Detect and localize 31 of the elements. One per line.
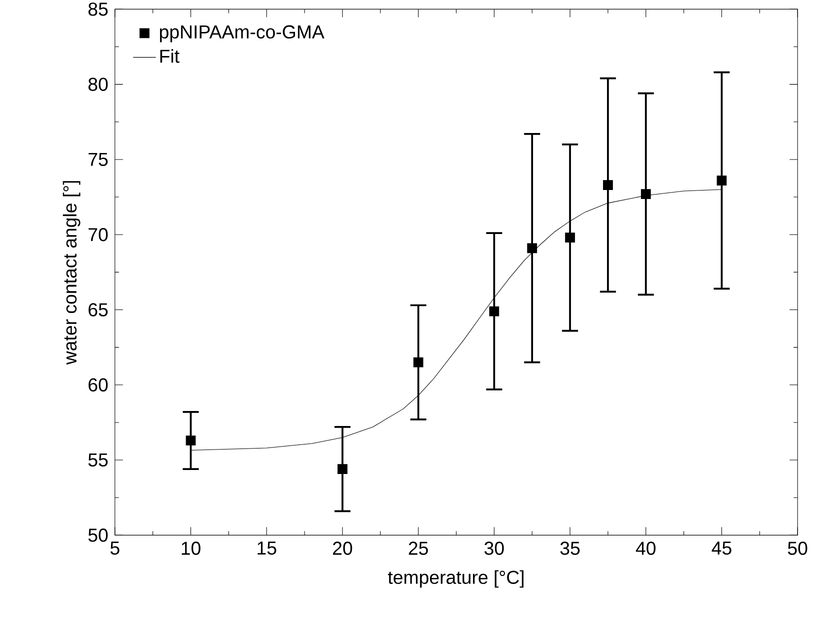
y-tick-label: 65 — [88, 303, 108, 316]
x-tick-label: 10 — [182, 542, 200, 555]
x-tick-label: 40 — [636, 542, 656, 555]
y-tick-label: 60 — [88, 378, 108, 392]
point — [413, 357, 424, 368]
y-tick-label: 70 — [88, 228, 108, 242]
point — [565, 232, 575, 243]
x-tick-label: 30 — [484, 542, 504, 555]
point — [186, 436, 196, 446]
y-tick-label: 85 — [88, 2, 108, 16]
legend-label: Fit — [160, 49, 180, 63]
x-tick-label: 35 — [560, 542, 580, 555]
point — [527, 243, 538, 254]
y-tick-label: 55 — [88, 454, 108, 467]
x-tick-label: 20 — [333, 542, 352, 555]
legend-label: ppNIPAAm-co-GMA — [160, 25, 324, 42]
point — [489, 306, 500, 316]
point — [716, 176, 727, 186]
x-tick-label: 25 — [408, 542, 428, 555]
y-tick-label: 75 — [88, 152, 108, 166]
point — [640, 189, 651, 199]
y-axis-title: water contact angle [°] — [62, 181, 80, 365]
point — [603, 180, 613, 190]
x-axis-title: temperature [°C] — [388, 570, 524, 588]
y-tick-label: 50 — [88, 528, 108, 542]
x-tick-label: 5 — [110, 542, 120, 555]
y-tick-label: 80 — [88, 78, 108, 91]
x-tick-label: 50 — [788, 542, 808, 555]
x-tick-label: 45 — [712, 542, 732, 555]
x-tick-label: 15 — [258, 542, 276, 555]
point — [338, 464, 348, 474]
